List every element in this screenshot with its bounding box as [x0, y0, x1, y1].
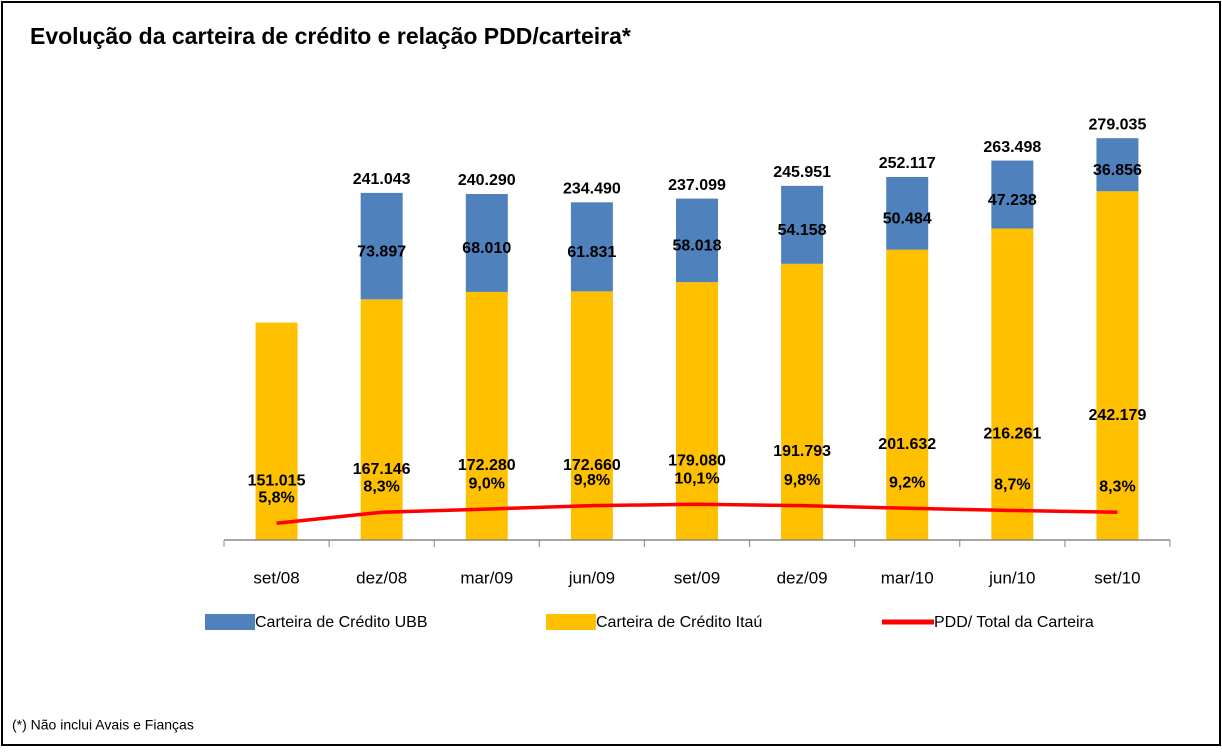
- legend-swatch: [205, 614, 255, 630]
- legend-label: PDD/ Total da Carteira: [934, 614, 1094, 631]
- data-label: 54.158: [778, 222, 827, 239]
- data-label: 179.080: [668, 452, 726, 469]
- x-tick-label: set/10: [1094, 568, 1140, 587]
- data-label: 9,2%: [889, 474, 925, 491]
- data-label: 172.660: [563, 457, 621, 474]
- data-label: 8,3%: [363, 478, 399, 495]
- bar-segment: [991, 228, 1034, 540]
- data-label: 36.856: [1093, 162, 1142, 179]
- chart-title: Evolução da carteira de crédito e relaçã…: [30, 23, 631, 49]
- x-tick-label: set/09: [674, 568, 720, 587]
- legend-label: Carteira de Crédito Itaú: [596, 614, 762, 631]
- data-label: 172.280: [458, 457, 516, 474]
- total-label: 279.035: [1089, 116, 1147, 133]
- bar-segment: [360, 192, 403, 300]
- bar-segment: [676, 282, 718, 540]
- bar-segment: [676, 198, 718, 283]
- data-label: 47.238: [988, 192, 1037, 209]
- data-label: 58.018: [673, 238, 722, 255]
- data-label: 61.831: [567, 244, 616, 261]
- x-tick-label: dez/08: [356, 568, 407, 587]
- data-label: 73.897: [357, 243, 406, 260]
- data-label: 9,8%: [784, 472, 820, 489]
- data-label: 8,7%: [994, 477, 1030, 494]
- data-label: 167.146: [353, 461, 411, 478]
- bar-segment: [465, 193, 508, 292]
- bar-segment: [360, 299, 403, 540]
- legend-swatch: [546, 614, 596, 630]
- footnote: (*) Não inclui Avais e Fianças: [12, 717, 194, 733]
- total-label: 263.498: [983, 139, 1041, 156]
- data-label: 151.015: [248, 472, 306, 489]
- total-label: 241.043: [353, 171, 411, 188]
- total-label: 252.117: [879, 155, 936, 172]
- x-tick-label: set/08: [253, 568, 299, 587]
- x-tick-label: dez/09: [777, 568, 828, 587]
- bar-segment: [570, 291, 613, 540]
- bar-segment: [255, 322, 298, 540]
- x-tick-label: jun/09: [568, 568, 615, 587]
- x-tick-label: jun/10: [988, 568, 1035, 587]
- bar-segment: [1096, 191, 1139, 540]
- x-tick-label: mar/09: [460, 568, 513, 587]
- total-label: 234.490: [563, 181, 621, 198]
- bar-segment: [465, 291, 508, 540]
- data-label: 9,8%: [574, 472, 610, 489]
- bar-segment: [886, 249, 929, 541]
- data-label: 5,8%: [258, 489, 294, 506]
- legend-label: Carteira de Crédito UBB: [255, 614, 428, 631]
- data-label: 8,3%: [1099, 478, 1135, 495]
- data-label: 50.484: [883, 211, 932, 228]
- data-label: 191.793: [773, 443, 831, 460]
- x-tick-label: mar/10: [881, 568, 934, 587]
- bar-segment: [991, 160, 1034, 229]
- data-label: 9,0%: [469, 475, 505, 492]
- data-label: 242.179: [1089, 407, 1147, 424]
- bar-segment: [1096, 138, 1139, 192]
- bar-segment: [781, 263, 824, 540]
- bar-segment: [570, 202, 613, 292]
- bar-segment: [886, 176, 929, 250]
- line: [276, 502, 1118, 525]
- data-label: 10,1%: [674, 471, 719, 488]
- total-label: 237.099: [668, 177, 726, 194]
- total-label: 245.951: [773, 164, 831, 181]
- total-label: 240.290: [458, 172, 516, 189]
- bar-segment: [781, 185, 824, 264]
- data-label: 201.632: [878, 436, 936, 453]
- data-label: 216.261: [983, 426, 1041, 443]
- data-label: 68.010: [462, 240, 511, 257]
